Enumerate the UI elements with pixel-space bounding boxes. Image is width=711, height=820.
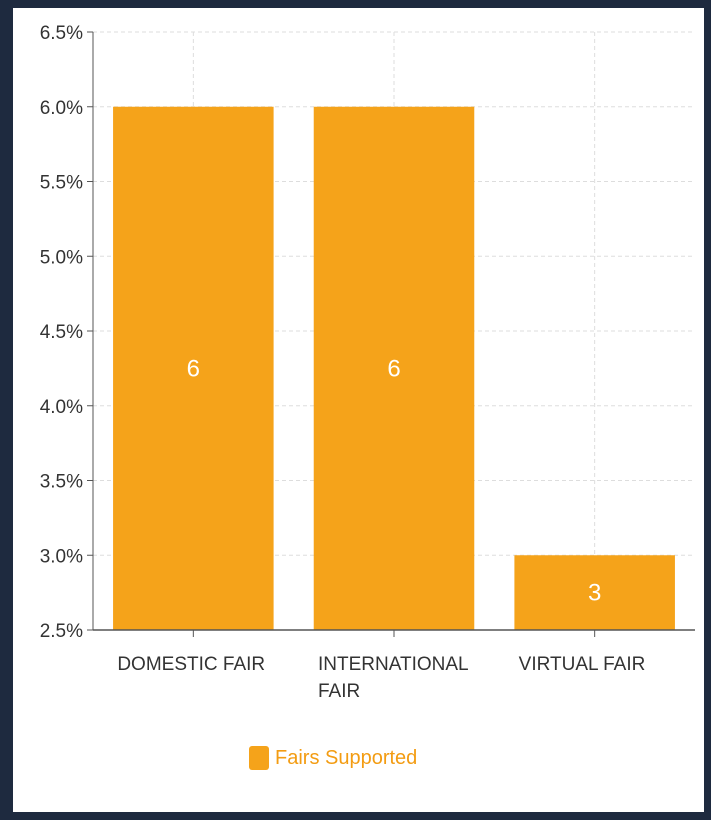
y-tick-label: 5.0% [40, 247, 83, 268]
x-tick-label: VIRTUAL FAIR [519, 654, 646, 675]
y-tick-label: 3.5% [40, 472, 83, 493]
bar-data-label: 6 [387, 355, 400, 382]
bar [313, 106, 475, 630]
bar-chart: 6.5% 6.0% 5.5% 5.0% 4.5% 4.0% 3.5% 3.0% 2.5% 6 6 3 D… [40, 23, 695, 702]
y-tick-label: 6.5% [40, 23, 83, 44]
x-tick-label: DOMESTIC FAIR [117, 654, 265, 675]
legend[interactable]: Fairs Supported [249, 746, 417, 770]
x-tick-label: FAIR [318, 681, 360, 702]
legend-label: Fairs Supported [275, 746, 418, 769]
chart-container: 6.5% 6.0% 5.5% 5.0% 4.5% 4.0% 3.5% 3.0% 2.5% 6 6 3 D… [13, 8, 704, 812]
y-tick-label: 2.5% [40, 621, 83, 642]
bar-data-label: 3 [588, 580, 601, 607]
bar [113, 106, 274, 630]
legend-swatch [249, 746, 269, 770]
y-tick-label: 6.0% [40, 98, 83, 119]
y-tick-label: 3.0% [40, 546, 83, 567]
x-tick-label: INTERNATIONAL [318, 654, 469, 675]
y-tick-label: 5.5% [40, 173, 83, 194]
bar [514, 555, 675, 630]
y-tick-label: 4.0% [40, 397, 83, 418]
bar-data-label: 6 [187, 355, 200, 382]
y-tick-label: 4.5% [40, 322, 83, 343]
